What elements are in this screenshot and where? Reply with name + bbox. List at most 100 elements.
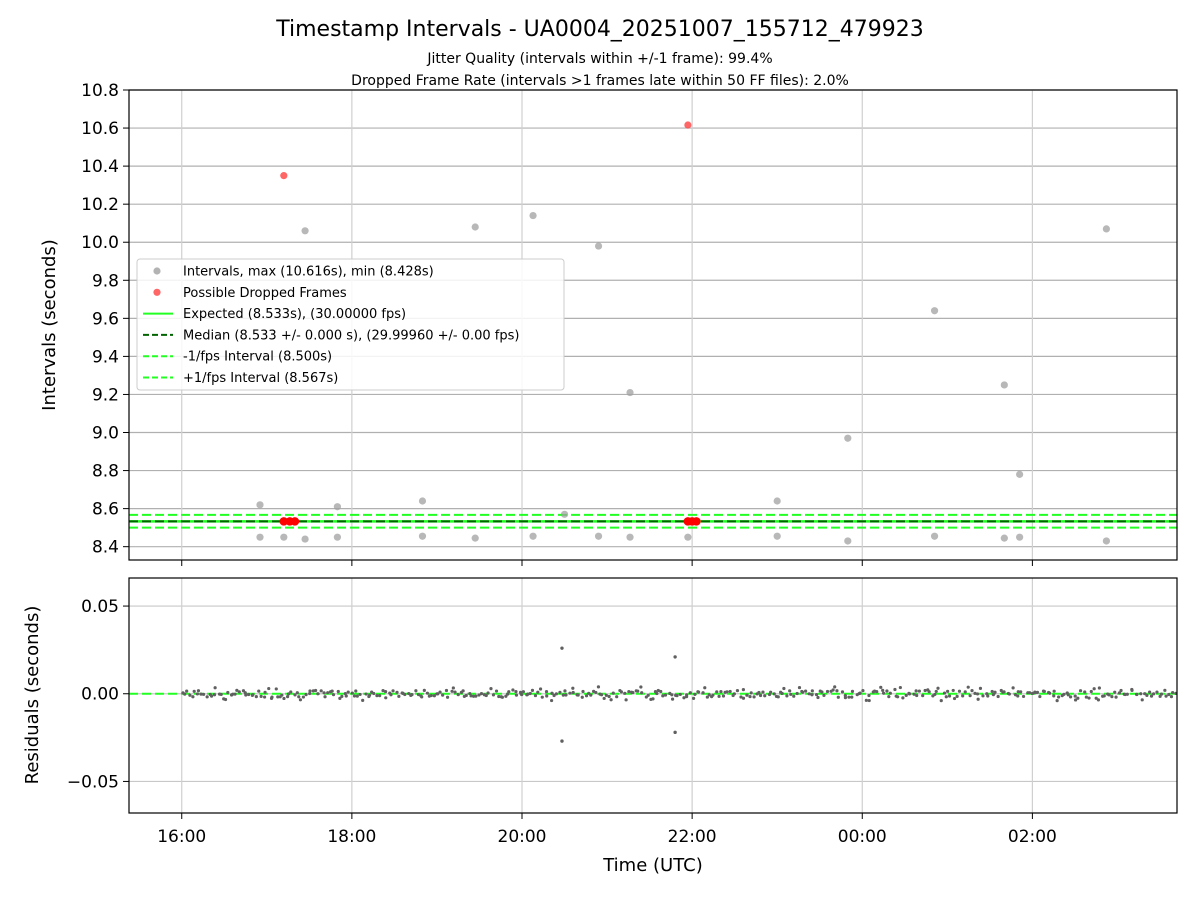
residual-point <box>1052 689 1056 693</box>
top-reference-lines <box>129 513 1177 529</box>
residual-point <box>533 693 538 698</box>
residual-point <box>963 690 967 694</box>
residual-point <box>887 695 891 699</box>
residual-point <box>885 689 889 693</box>
residual-point <box>422 688 426 692</box>
residual-point <box>623 691 627 695</box>
residual-point <box>752 695 756 699</box>
residual-point <box>725 690 729 694</box>
residual-point <box>599 693 604 697</box>
residual-point <box>235 688 239 692</box>
residual-point <box>624 698 628 702</box>
residual-point <box>295 691 299 695</box>
residual-point <box>1139 692 1143 696</box>
residual-point <box>942 691 947 695</box>
residual-point <box>438 690 442 694</box>
residual-point <box>375 694 379 698</box>
residual-point <box>471 694 476 698</box>
residual-point <box>316 692 320 696</box>
residual-point <box>761 690 765 694</box>
residual-point <box>1113 690 1117 694</box>
residual-point <box>976 697 980 701</box>
residual-point <box>1163 688 1167 692</box>
residual-point <box>330 689 334 693</box>
residual-point <box>289 690 293 694</box>
dropped-frame-marker <box>290 517 300 526</box>
residual-point <box>682 696 686 700</box>
residual-point <box>1042 689 1046 694</box>
residual-point <box>564 693 568 697</box>
residual-point <box>749 691 753 695</box>
residual-point <box>558 690 562 694</box>
interval-point <box>301 535 309 543</box>
residual-point <box>961 694 965 698</box>
residual-point <box>191 695 195 699</box>
residual-point <box>456 693 460 697</box>
residual-point <box>927 690 931 694</box>
residual-point <box>298 698 303 702</box>
top-y-axis-label: Intervals (seconds) <box>39 239 60 411</box>
top-y-tick-label: 8.6 <box>92 500 119 520</box>
residual-point <box>1087 696 1091 700</box>
residual-point <box>670 697 675 701</box>
residual-point <box>1151 692 1156 696</box>
residual-point <box>757 690 761 695</box>
top-plot-frame <box>128 89 1178 561</box>
residual-point <box>563 689 567 693</box>
residual-point <box>835 689 839 693</box>
residual-point <box>336 689 340 694</box>
residual-point <box>788 689 792 693</box>
dropped-frame-marker <box>279 517 289 526</box>
residual-point <box>254 695 258 699</box>
residual-point <box>966 685 970 689</box>
residual-point <box>904 693 908 697</box>
residual-point <box>1094 696 1098 700</box>
residual-point <box>602 696 606 701</box>
top-points <box>256 121 1110 545</box>
residual-point <box>571 690 575 695</box>
residual-point <box>1083 690 1087 694</box>
residual-point <box>996 694 1000 699</box>
residual-point <box>259 694 263 698</box>
residual-point <box>795 691 799 696</box>
residual-point <box>521 690 526 694</box>
residual-point <box>807 692 811 696</box>
residual-point <box>951 688 955 693</box>
residual-point <box>185 689 189 693</box>
dropped-frame-point <box>280 172 288 180</box>
residual-point <box>814 692 819 697</box>
residual-point <box>355 694 359 698</box>
residual-point <box>631 691 635 695</box>
residual-point <box>580 695 584 699</box>
residual-point <box>195 692 199 696</box>
interval-point <box>418 497 427 505</box>
residual-point <box>1028 691 1032 695</box>
legend-label: +1/fps Interval (8.567s) <box>183 371 338 386</box>
residual-point <box>596 685 601 689</box>
top-y-axis: 8.4 8.6 8.8 9.0 9.2 9.4 9.6 9.8 10.0 10.2 10.4 10.6… <box>81 81 129 558</box>
residual-point <box>1016 694 1020 698</box>
interval-point <box>594 242 603 250</box>
residual-point <box>410 693 414 697</box>
legend-label: Intervals, max (10.616s), min (8.428s) <box>183 265 434 280</box>
residual-point <box>1073 694 1077 698</box>
residual-point <box>627 689 631 694</box>
residual-point <box>836 695 840 699</box>
residual-point <box>326 691 330 695</box>
residual-point <box>397 694 401 698</box>
residual-point <box>1068 695 1073 699</box>
chart-subtitle-jitter: Jitter Quality (intervals within +/-1 fr… <box>426 51 772 67</box>
chart-title: Timestamp Intervals - UA0004_20251007_15… <box>275 17 924 42</box>
top-y-tick-label: 10.8 <box>81 81 119 101</box>
x-tick-label: 16:00 <box>157 827 206 847</box>
residual-point <box>550 691 554 695</box>
residual-point <box>545 694 549 698</box>
residual-point <box>568 691 572 695</box>
residual-point <box>372 691 376 696</box>
residual-point <box>663 693 668 697</box>
legend-marker <box>153 267 161 275</box>
interval-point <box>1102 225 1110 233</box>
residual-point <box>978 686 983 691</box>
interval-point <box>560 510 569 518</box>
